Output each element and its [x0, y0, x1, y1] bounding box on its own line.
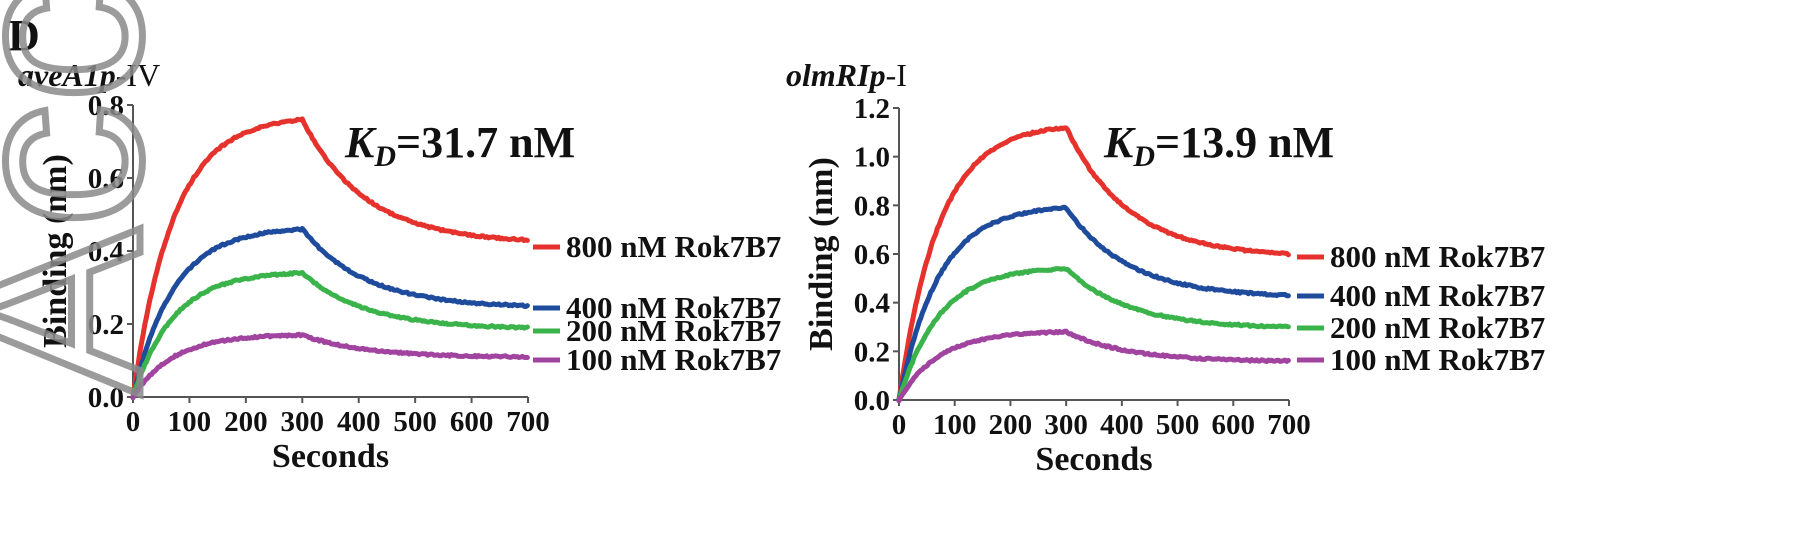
x-tick-label: 600 — [1212, 409, 1256, 441]
x-tick-label: 700 — [506, 406, 550, 438]
legend-label: 800 nM Rok7B7 — [1330, 239, 1545, 274]
y-tick-label: 0.8 — [88, 90, 124, 122]
kd-value: =13.9 nM — [1155, 118, 1334, 167]
y-axis-title: Binding (nm) — [803, 157, 840, 351]
chart-title: olmRIp-I — [786, 57, 907, 93]
x-tick-label: 700 — [1267, 409, 1311, 441]
chart-aveA1p: aveA1p-IV 0.0 0.2 0.4 0.6 0.8 0 100 200 300 400 500… — [18, 57, 781, 475]
x-tick-label: 200 — [224, 406, 268, 438]
y-tick-label: 0.6 — [854, 239, 890, 271]
legend-label: 200 nM Rok7B7 — [1330, 310, 1545, 345]
chart-title: aveA1p-IV — [18, 57, 160, 93]
y-tick-label: 0.0 — [88, 382, 124, 414]
legend-label: 200 nM Rok7B7 — [566, 313, 781, 348]
y-tick-label: 0.2 — [88, 309, 124, 341]
x-tick-label: 0 — [892, 409, 907, 441]
y-tick-label: 0.6 — [88, 163, 124, 195]
series-line — [896, 328, 1291, 404]
legend-label: 400 nM Rok7B7 — [1330, 278, 1545, 313]
chart-title-italic: aveA1p — [18, 57, 116, 93]
y-tick-label: 1.0 — [854, 142, 890, 174]
x-tick-label: 400 — [1100, 409, 1144, 441]
series-line — [130, 226, 530, 401]
series-line — [130, 116, 530, 401]
chart-title-suffix: -I — [886, 57, 907, 93]
kd-annotation: KD=13.9 nM — [1103, 118, 1334, 173]
y-tick-label: 0.4 — [854, 288, 890, 320]
series-line — [130, 270, 530, 401]
kd-subscript: D — [373, 140, 396, 173]
x-tick-label: 300 — [1044, 409, 1088, 441]
chart-title-italic: olmRIp — [786, 57, 886, 93]
panel-label: D — [8, 11, 40, 60]
y-tick-label: 0.4 — [88, 236, 124, 268]
x-tick-label: 300 — [281, 406, 325, 438]
legend-label: 100 nM Rok7B7 — [566, 342, 781, 377]
legend-label: 800 nM Rok7B7 — [566, 229, 781, 264]
y-tick-label: 0.0 — [854, 385, 890, 417]
watermark-text: Acce — [0, 0, 193, 395]
series-line — [896, 204, 1291, 402]
chart-olmRIp: olmRIp-I 0.0 0.2 0.4 0.6 0.8 1.0 1.2 0 100 200 300 4… — [786, 57, 1545, 478]
y-tick-label: 1.2 — [854, 93, 890, 125]
x-tick-label: 100 — [933, 409, 977, 441]
kd-symbol: K — [1103, 118, 1136, 167]
x-tick-label: 200 — [989, 409, 1033, 441]
series-line — [896, 266, 1291, 404]
x-axis-title: Seconds — [1035, 441, 1152, 478]
legend-label: 100 nM Rok7B7 — [1330, 342, 1545, 377]
y-tick-label: 0.8 — [854, 190, 890, 222]
kd-subscript: D — [1132, 140, 1155, 173]
y-axis-title: Binding (nm) — [37, 154, 74, 348]
x-tick-label: 500 — [393, 406, 437, 438]
kd-annotation: KD=31.7 nM — [344, 118, 575, 173]
series-line — [130, 331, 530, 400]
kd-symbol: K — [344, 118, 377, 167]
chart-title-suffix: -IV — [116, 57, 160, 93]
y-tick-label: 0.2 — [854, 336, 890, 368]
kd-value: =31.7 nM — [396, 118, 575, 167]
x-tick-label: 100 — [168, 406, 212, 438]
x-axis-title: Seconds — [272, 438, 389, 475]
series-line — [896, 125, 1291, 402]
legend-label: 400 nM Rok7B7 — [566, 290, 781, 325]
x-tick-label: 500 — [1156, 409, 1200, 441]
x-tick-label: 600 — [450, 406, 494, 438]
x-tick-label: 400 — [337, 406, 381, 438]
x-tick-label: 0 — [126, 406, 141, 438]
